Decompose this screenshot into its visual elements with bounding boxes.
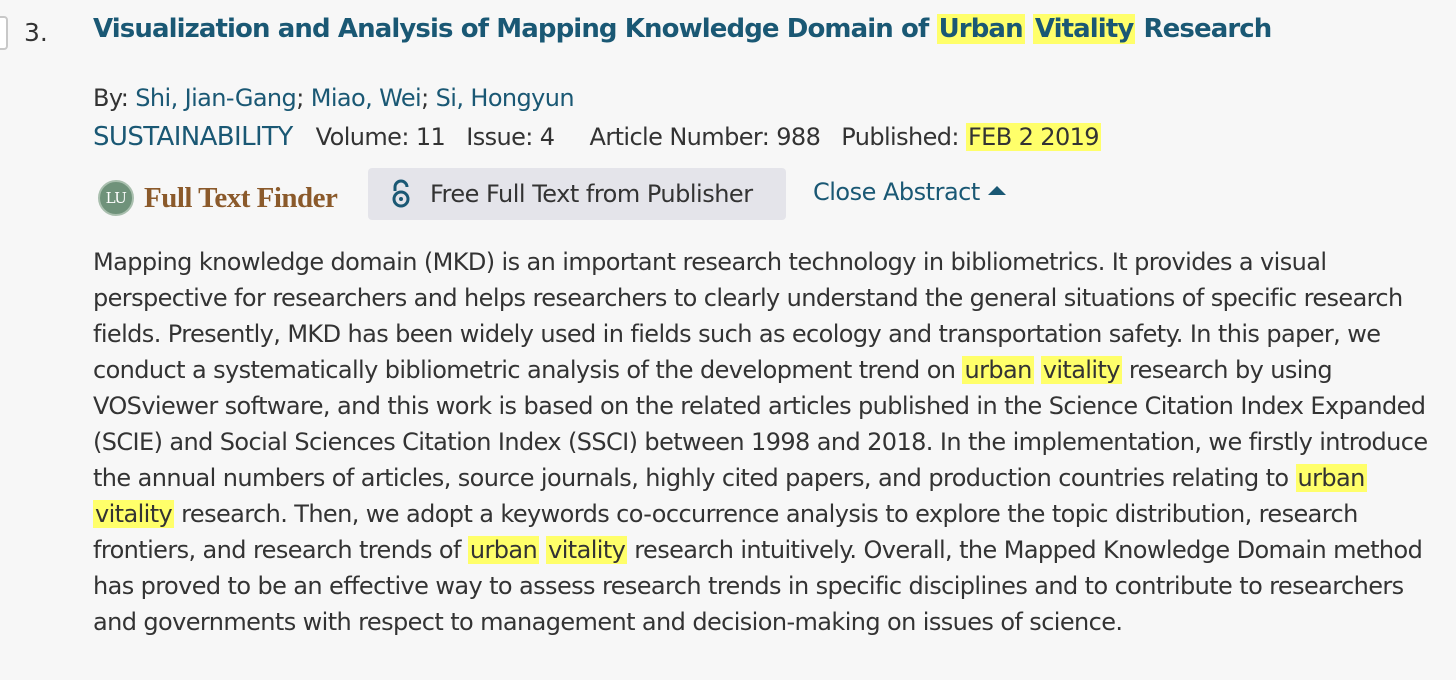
author-separator: ; — [421, 84, 429, 112]
author-link[interactable]: Si, Hongyun — [435, 84, 575, 112]
abstract-text-run: research by using — [1121, 356, 1333, 384]
record-checkbox[interactable] — [0, 16, 8, 50]
by-label: By: — [93, 84, 129, 112]
abstract-text-run: research intuitively. Overall, the Mappe… — [627, 536, 1423, 564]
abstract-text-run: has proved to be an effective way to ass… — [93, 572, 1404, 600]
abstract-text-run: (SCIE) and Social Sciences Citation Inde… — [93, 428, 1428, 456]
record-title-link[interactable]: Visualization and Analysis of Mapping Kn… — [93, 14, 1273, 44]
close-abstract-toggle[interactable]: Close Abstract — [813, 178, 1006, 206]
abstract-line: frontiers, and research trends of urban … — [93, 532, 1443, 568]
abstract-highlight: urban — [962, 356, 1034, 384]
abstract-line: vitality research. Then, we adopt a keyw… — [93, 496, 1443, 532]
abstract-highlight: vitality — [1040, 356, 1122, 384]
issue: Issue: 4 — [466, 123, 555, 151]
abstract-line: Mapping knowledge domain (MKD) is an imp… — [93, 244, 1443, 280]
author-link[interactable]: Shi, Jian-Gang — [135, 84, 297, 112]
abstract-text-run: VOSviewer software, and this work is bas… — [93, 392, 1426, 420]
title-text: Visualization and Analysis of Mapping Kn… — [93, 14, 937, 44]
abstract-line: VOSviewer software, and this work is bas… — [93, 388, 1443, 424]
caret-up-icon — [987, 185, 1006, 195]
abstract-line: the annual numbers of articles, source j… — [93, 460, 1443, 496]
abstract-line: perspective for researchers and helps re… — [93, 280, 1443, 316]
abstract-line: and governments with respect to manageme… — [93, 604, 1443, 640]
abstract-text-run: Mapping knowledge domain (MKD) is an imp… — [93, 248, 1327, 276]
abstract-text-run: and governments with respect to manageme… — [93, 608, 1123, 636]
abstract-text-run — [1034, 356, 1041, 384]
author-separator: ; — [296, 84, 304, 112]
article-number: Article Number: 988 — [589, 123, 821, 151]
free-full-text-button[interactable]: Free Full Text from Publisher — [368, 168, 786, 220]
journal-name[interactable]: SUSTAINABILITY — [93, 122, 293, 152]
lu-logo-icon: LU — [98, 180, 134, 216]
abstract-line: (SCIE) and Social Sciences Citation Inde… — [93, 424, 1443, 460]
author-link[interactable]: Miao, Wei — [310, 84, 422, 112]
abstract-text-run: frontiers, and research trends of — [93, 536, 468, 564]
abstract-line: fields. Presently, MKD has been widely u… — [93, 316, 1443, 352]
volume: Volume: 11 — [315, 123, 446, 151]
abstract-text: Mapping knowledge domain (MKD) is an imp… — [93, 244, 1443, 640]
source-line: SUSTAINABILITY Volume: 11 Issue: 4 Artic… — [93, 122, 1101, 152]
open-access-icon — [392, 179, 410, 208]
title-space — [1025, 14, 1033, 44]
abstract-highlight: vitality — [546, 536, 628, 564]
authors-line: By: Shi, Jian-Gang; Miao, Wei; Si, Hongy… — [93, 84, 575, 112]
abstract-highlight: urban — [467, 536, 540, 564]
close-abstract-label: Close Abstract — [813, 178, 980, 206]
abstract-highlight: urban — [1295, 464, 1367, 492]
abstract-line: conduct a systematically bibliometric an… — [93, 352, 1443, 388]
published-label: Published: — [841, 123, 959, 151]
abstract-line: has proved to be an effective way to ass… — [93, 568, 1443, 604]
abstract-highlight: vitality — [93, 500, 175, 528]
abstract-text-run: the annual numbers of articles, source j… — [93, 464, 1296, 492]
free-full-text-label: Free Full Text from Publisher — [430, 180, 753, 208]
abstract-text-run: perspective for researchers and helps re… — [93, 284, 1403, 312]
full-text-finder-link[interactable]: LU Full Text Finder — [98, 178, 338, 218]
abstract-text-run: fields. Presently, MKD has been widely u… — [93, 320, 1381, 348]
title-text: Research — [1135, 14, 1273, 44]
abstract-text-run: research. Then, we adopt a keywords co-o… — [174, 500, 1358, 528]
published-date: FEB 2 2019 — [965, 123, 1101, 151]
title-highlight: Urban — [936, 14, 1025, 44]
record-number: 3. — [24, 18, 48, 47]
title-highlight: Vitality — [1032, 14, 1136, 44]
abstract-text-run: conduct a systematically bibliometric an… — [93, 356, 963, 384]
full-text-finder-label: Full Text Finder — [144, 181, 338, 214]
